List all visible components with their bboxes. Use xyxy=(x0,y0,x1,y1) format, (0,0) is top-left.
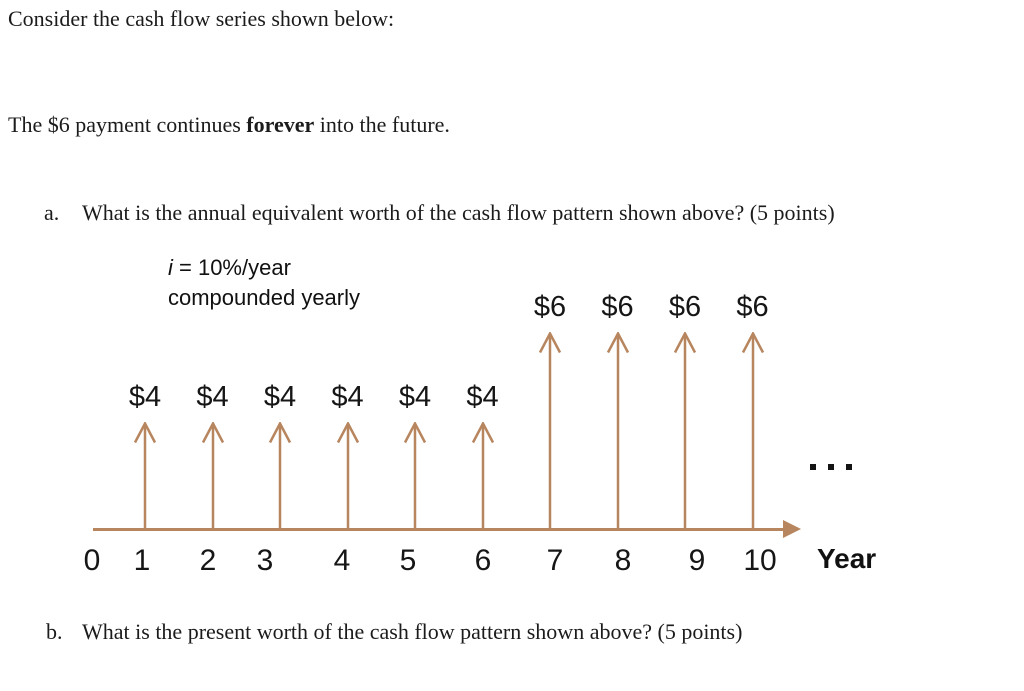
question-a: a. What is the annual equivalent worth o… xyxy=(44,200,835,226)
interest-rate-symbol: i xyxy=(168,255,173,280)
year-tick-label: 4 xyxy=(333,544,351,577)
year-tick-label: 5 xyxy=(399,544,417,577)
year-tick-label: 6 xyxy=(474,544,492,577)
question-b: b. What is the present worth of the cash… xyxy=(46,619,742,645)
continuation-ellipsis-icon xyxy=(810,457,852,475)
cash-amount-label: $4 xyxy=(331,381,364,413)
forever-sentence: The $6 payment continues forever into th… xyxy=(8,112,450,138)
cash-flow-arrow xyxy=(741,332,764,530)
question-b-label: b. xyxy=(46,619,63,644)
question-a-text: What is the annual equivalent worth of t… xyxy=(82,200,835,225)
forever-sentence-suffix: into the future. xyxy=(314,112,450,137)
cash-flow-arrow xyxy=(471,422,494,530)
cash-amount-label: $4 xyxy=(263,381,297,413)
interest-rate-line2: compounded yearly xyxy=(168,285,361,310)
year-tick-label: 8 xyxy=(614,544,632,577)
ellipsis-dot xyxy=(828,464,834,470)
cash-flow-arrow xyxy=(606,332,629,530)
ellipsis-dot xyxy=(846,464,852,470)
cash-flow-arrow xyxy=(268,422,292,530)
interest-rate-line1: i = 10%/year xyxy=(168,253,360,283)
time-axis-arrowhead-icon xyxy=(783,520,801,538)
year-tick-label: 0 xyxy=(83,544,101,577)
cash-amount-label: $6 xyxy=(601,291,634,323)
cash-amount-label: $4 xyxy=(128,381,162,413)
cash-amount-label: $4 xyxy=(196,381,229,413)
interest-rate-annotation: i = 10%/year compounded yearly xyxy=(168,253,360,313)
cash-amount-label: $6 xyxy=(668,291,702,323)
year-tick-label: 9 xyxy=(688,544,706,577)
cash-amount-label: $6 xyxy=(736,291,769,323)
cash-flow-arrow xyxy=(201,422,224,530)
cash-flow-arrow xyxy=(336,422,359,530)
question-b-text: What is the present worth of the cash fl… xyxy=(82,619,743,644)
time-axis-line xyxy=(93,528,785,531)
cash-flow-arrow xyxy=(538,332,562,530)
cash-amount-label: $4 xyxy=(466,381,499,413)
ellipsis-dot xyxy=(810,464,816,470)
cash-amount-label: $4 xyxy=(398,381,432,413)
year-tick-label: 7 xyxy=(546,544,564,577)
cash-flow-arrow xyxy=(403,422,427,530)
year-tick-label: 1 xyxy=(133,544,151,577)
cash-flow-arrow xyxy=(673,332,697,530)
cash-amount-label: $6 xyxy=(533,291,567,323)
year-tick-label: 10 xyxy=(743,544,777,577)
year-tick-label: 3 xyxy=(256,544,274,577)
cash-flow-arrow xyxy=(133,422,157,530)
intro-sentence: Consider the cash flow series shown belo… xyxy=(8,6,395,31)
interest-rate-value: = 10%/year xyxy=(172,255,291,280)
forever-sentence-prefix: The $6 payment continues xyxy=(8,112,247,137)
question-a-label: a. xyxy=(44,200,60,225)
x-axis-label: Year xyxy=(817,543,877,574)
forever-word: forever xyxy=(246,112,315,137)
year-tick-label: 2 xyxy=(199,544,217,577)
